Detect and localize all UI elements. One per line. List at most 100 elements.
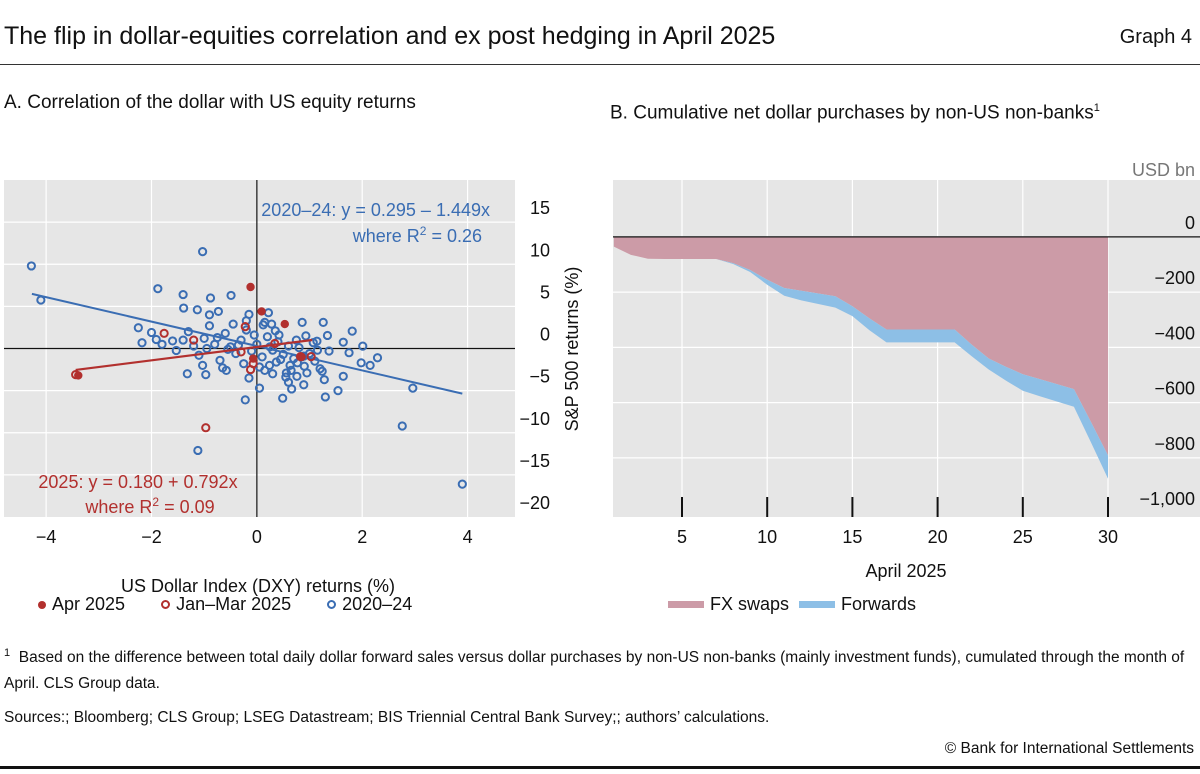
panel-b-footnote-marker: 1	[1093, 102, 1100, 114]
point-2020-24	[318, 317, 328, 327]
point-jan-mar-2025	[270, 338, 280, 349]
point-2020-24	[275, 354, 286, 365]
point-2020-24	[264, 360, 275, 370]
copyright: © Bank for International Settlements	[944, 740, 1194, 757]
point-2020-24	[283, 377, 294, 387]
point-2020-24	[205, 293, 216, 303]
point-2020-24	[26, 261, 36, 271]
x-tick-label: 0	[252, 527, 262, 547]
point-2020-24	[408, 383, 418, 393]
point-2020-24	[193, 445, 203, 456]
panel-b-title: B. Cumulative net dollar purchases by no…	[610, 92, 1170, 129]
point-2020-24	[268, 369, 278, 379]
x-tick-label: −4	[36, 527, 57, 547]
x-tick-label: 2	[357, 527, 367, 547]
point-2020-24	[167, 336, 178, 346]
fit-line-2020-24	[31, 292, 463, 395]
y-tick-label: −1,000	[1139, 489, 1195, 509]
point-2020-24	[241, 316, 251, 326]
point-2020-24	[338, 337, 348, 347]
point-2020-24	[218, 363, 228, 373]
point-2020-24	[457, 479, 467, 489]
point-2020-24	[153, 284, 163, 294]
point-2020-24	[179, 303, 189, 313]
legend-label-jan-mar-2025: Jan–Mar 2025	[176, 594, 292, 614]
point-2020-24	[240, 395, 250, 405]
point-apr-2025	[248, 354, 258, 363]
point-2020-24	[312, 345, 323, 355]
r2-part: = 0.09	[159, 497, 215, 517]
footnote: 1 Based on the difference between total …	[4, 640, 1199, 697]
point-2020-24	[146, 327, 157, 338]
point-2020-24	[322, 330, 333, 341]
y-tick-label: 15	[530, 198, 550, 218]
point-2020-24	[244, 373, 254, 383]
point-2020-24	[249, 330, 259, 340]
y-tick-label: −5	[529, 367, 550, 387]
r2-part: where R	[84, 497, 152, 517]
point-2020-24	[151, 334, 161, 345]
sources: Sources:; Bloomberg; CLS Group; LSEG Dat…	[4, 709, 770, 726]
r2-part: 2	[420, 224, 427, 238]
point-2020-24	[182, 369, 192, 379]
point-2020-24	[178, 335, 188, 345]
point-2020-24	[204, 310, 215, 320]
y-tick-label: −15	[519, 451, 550, 471]
point-2020-24	[292, 371, 302, 381]
point-2020-24	[213, 306, 224, 317]
point-2020-24	[286, 365, 296, 376]
graph-title: The flip in dollar-equities correlation …	[4, 22, 776, 50]
r2-part: where R	[352, 226, 420, 246]
x-tick-label: 20	[928, 527, 948, 547]
x-tick-label: 15	[842, 527, 862, 547]
point-apr-2025	[257, 307, 266, 316]
y-tick-label: −400	[1154, 323, 1195, 343]
panel-b-title-text: B. Cumulative net dollar purchases by no…	[610, 102, 1094, 124]
footnote-marker: 1	[4, 647, 11, 659]
bottom-rule	[0, 766, 1200, 769]
annotation-2020-24-r2: where R2 = 0.26	[352, 224, 482, 246]
point-2020-24	[267, 319, 277, 329]
y-axis-label: S&P 500 returns (%)	[562, 267, 582, 432]
graph-number: Graph 4	[1119, 26, 1192, 48]
point-2020-24	[347, 326, 357, 336]
point-2020-24	[198, 360, 208, 370]
x-tick-label: 4	[463, 527, 473, 547]
area-chart: 0 −200 −400 −600 −800 −1,000 5 10 15 20 25 30 USD bn…	[613, 160, 1200, 581]
point-2020-24	[257, 352, 267, 362]
y-tick-label: −600	[1154, 379, 1195, 399]
r2-part: 2	[152, 495, 159, 509]
point-2020-24	[192, 305, 202, 315]
x-tick-label: −2	[141, 527, 162, 547]
point-2020-24	[372, 353, 383, 363]
title-divider	[0, 64, 1200, 65]
point-2020-24	[228, 319, 238, 329]
panel-a-title: A. Correlation of the dollar with US equ…	[4, 92, 416, 113]
x-tick-label: 30	[1098, 527, 1118, 547]
legend-swatch-forwards	[799, 601, 836, 608]
y-tick-label: 0	[1185, 213, 1195, 233]
y-tick-label: −10	[519, 409, 550, 429]
point-jan-mar-2025	[240, 321, 250, 332]
point-jan-mar-2025	[201, 423, 211, 433]
point-2020-24	[302, 368, 312, 378]
x-axis-label: April 2025	[865, 561, 946, 581]
point-2020-24	[356, 358, 366, 368]
point-2020-24	[324, 346, 334, 356]
point-2020-24	[239, 359, 249, 369]
point-2020-24	[344, 348, 354, 358]
point-2020-24	[226, 290, 236, 301]
legend-marker-hollow-blue	[327, 600, 337, 609]
legend-label-fx-swaps: FX swaps	[710, 594, 790, 614]
x-axis-label: US Dollar Index (DXY) returns (%)	[121, 576, 395, 596]
legend-label-2020-24: 2020–24	[342, 594, 413, 614]
annotation-2025-r2: where R2 = 0.09	[84, 495, 214, 517]
legend-marker-filled-red	[38, 600, 46, 609]
point-2020-24	[220, 328, 230, 338]
x-tick-label: 10	[757, 527, 777, 547]
footnote-text: Based on the difference between total da…	[4, 649, 1185, 693]
point-2020-24	[202, 343, 212, 354]
y-tick-label: 10	[530, 240, 550, 260]
point-jan-mar-2025	[159, 328, 169, 338]
